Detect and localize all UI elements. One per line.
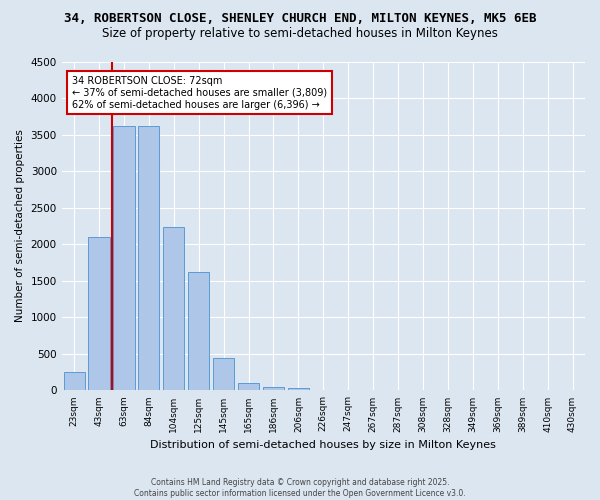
Bar <box>263 387 284 390</box>
Bar <box>163 228 184 390</box>
Text: Contains HM Land Registry data © Crown copyright and database right 2025.
Contai: Contains HM Land Registry data © Crown c… <box>134 478 466 498</box>
Bar <box>138 126 160 390</box>
Bar <box>213 358 234 390</box>
Bar <box>288 388 309 390</box>
Text: Size of property relative to semi-detached houses in Milton Keynes: Size of property relative to semi-detach… <box>102 28 498 40</box>
Text: 34 ROBERTSON CLOSE: 72sqm
← 37% of semi-detached houses are smaller (3,809)
62% : 34 ROBERTSON CLOSE: 72sqm ← 37% of semi-… <box>72 76 327 110</box>
Bar <box>188 272 209 390</box>
Bar <box>113 126 134 390</box>
X-axis label: Distribution of semi-detached houses by size in Milton Keynes: Distribution of semi-detached houses by … <box>151 440 496 450</box>
Bar <box>64 372 85 390</box>
Bar <box>88 237 110 390</box>
Y-axis label: Number of semi-detached properties: Number of semi-detached properties <box>15 130 25 322</box>
Text: 34, ROBERTSON CLOSE, SHENLEY CHURCH END, MILTON KEYNES, MK5 6EB: 34, ROBERTSON CLOSE, SHENLEY CHURCH END,… <box>64 12 536 26</box>
Bar <box>238 383 259 390</box>
